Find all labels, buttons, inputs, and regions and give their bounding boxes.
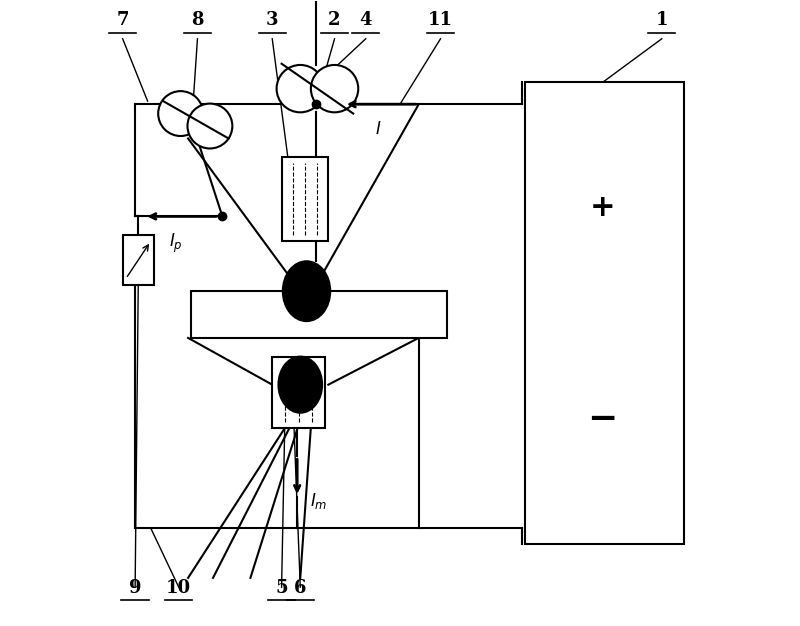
Text: $I_m$: $I_m$ xyxy=(310,491,327,511)
Circle shape xyxy=(277,65,324,112)
Text: $I$: $I$ xyxy=(375,120,382,138)
Text: 6: 6 xyxy=(294,578,306,597)
Text: −: − xyxy=(587,402,618,436)
Circle shape xyxy=(187,103,232,148)
Text: 10: 10 xyxy=(166,578,191,597)
Text: 11: 11 xyxy=(428,11,453,29)
Text: 2: 2 xyxy=(328,11,341,29)
Circle shape xyxy=(311,65,358,112)
Bar xyxy=(272,357,326,428)
Text: 7: 7 xyxy=(117,11,129,29)
Bar xyxy=(191,291,446,338)
Text: 9: 9 xyxy=(129,578,142,597)
Text: 3: 3 xyxy=(266,11,278,29)
Bar xyxy=(525,83,683,543)
Text: 8: 8 xyxy=(191,11,204,29)
Text: 1: 1 xyxy=(655,11,668,29)
Text: 4: 4 xyxy=(359,11,372,29)
Circle shape xyxy=(158,91,203,136)
Text: $I_p$: $I_p$ xyxy=(169,232,182,255)
Bar xyxy=(282,157,328,242)
Bar xyxy=(122,235,154,285)
Text: +: + xyxy=(590,193,615,222)
Text: 5: 5 xyxy=(275,578,288,597)
Ellipse shape xyxy=(278,357,322,413)
Ellipse shape xyxy=(283,261,330,321)
